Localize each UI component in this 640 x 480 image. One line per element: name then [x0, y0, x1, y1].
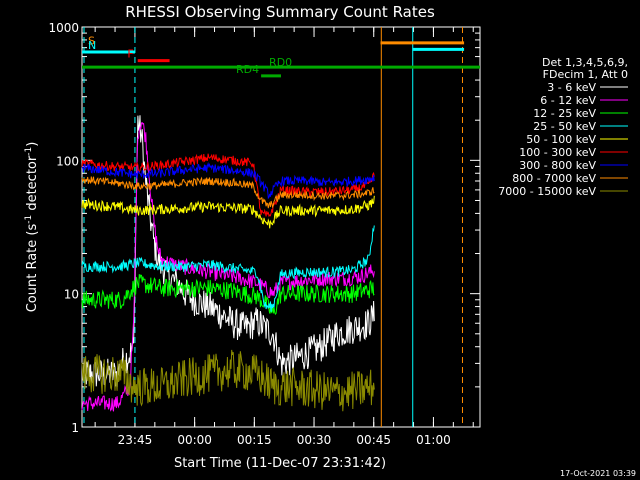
series-line [81, 115, 375, 388]
y-tick-label: 10 [64, 288, 79, 302]
chart-title: RHESSI Observing Summary Count Rates [125, 3, 435, 21]
plot-frame [81, 26, 481, 428]
flag-label: RD4 [236, 63, 259, 76]
series-line [81, 274, 375, 316]
flag-label: RD0 [269, 56, 292, 69]
x-tick-label: 00:45 [356, 433, 391, 447]
x-tick-label: 23:45 [118, 433, 153, 447]
series-line [81, 195, 375, 229]
x-tick-label: 00:00 [177, 433, 212, 447]
series-line [81, 161, 375, 200]
flag-label: S [88, 35, 95, 48]
x-axis-label: Start Time (11-Dec-07 23:31:42) [174, 456, 386, 471]
timestamp: 17-Oct-2021 03:39 [560, 469, 636, 478]
legend-entry-label: 800 - 7000 keV [512, 172, 596, 185]
y-axis-label: Count Rate (s-1 detector-1) [24, 142, 40, 313]
y-tick-label: 100 [56, 154, 79, 168]
legend-header-2: FDecim 1, Att 0 [543, 68, 628, 81]
series-line [81, 153, 375, 218]
y-tick-label: 1000 [48, 21, 79, 35]
legend-entry-label: 300 - 800 keV [519, 159, 596, 172]
series-line [81, 225, 375, 312]
x-tick-label: 00:30 [297, 433, 332, 447]
flag-label: F [127, 48, 133, 61]
flag-bars: SN F RD0 RD4 [82, 35, 480, 78]
x-tick-label: 01:00 [416, 433, 451, 447]
vertical-markers [83, 27, 463, 427]
series-line [81, 349, 375, 412]
legend-entry-label: 50 - 100 keV [526, 133, 596, 146]
y-tick-label: 1 [71, 421, 79, 435]
legend-entry-label: 3 - 6 keV [547, 81, 596, 94]
flag-label: N [88, 39, 96, 52]
legend-entry-label: 100 - 300 keV [519, 146, 596, 159]
series-line [81, 176, 375, 209]
series-group [81, 115, 375, 412]
legend-entry-label: 6 - 12 keV [540, 94, 596, 107]
x-axis: 23:45 00:00 00:15 00:30 00:45 01:00 [94, 27, 474, 447]
legend-header-1: Det 1,3,4,5,6,9, [542, 56, 628, 69]
legend-entry-label: 25 - 50 keV [533, 120, 596, 133]
x-tick-label: 00:15 [237, 433, 272, 447]
legend-entry-label: 7000 - 15000 keV [498, 185, 596, 198]
legend-entry-label: 12 - 25 keV [533, 107, 596, 120]
